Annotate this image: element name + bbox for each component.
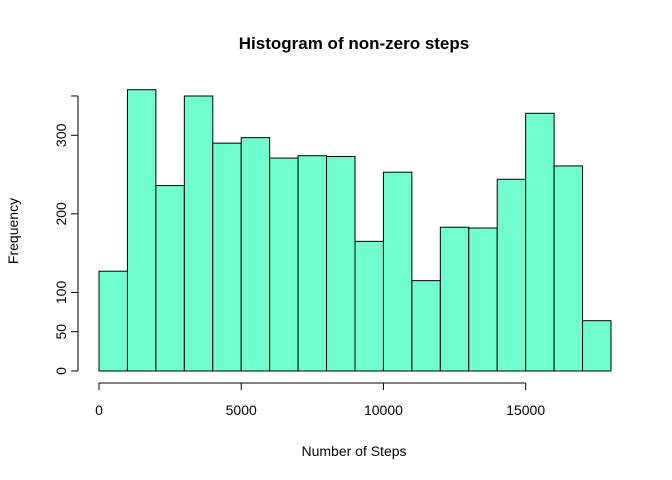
histogram-bar-17 — [582, 320, 612, 372]
histogram-bar-11 — [411, 280, 441, 372]
y-tick-label-0: 0 — [53, 367, 69, 375]
x-axis: 0 5000 10000 15000 — [95, 382, 545, 418]
histogram-bar-16 — [553, 165, 584, 372]
x-tick-label-0: 0 — [95, 402, 103, 418]
histogram-bar-14 — [496, 178, 527, 372]
y-tick-label-4: 300 — [53, 123, 69, 147]
x-tick-label-1: 5000 — [226, 402, 257, 418]
histogram-bar-15 — [525, 112, 555, 372]
histogram-bar-13 — [468, 227, 498, 372]
histogram-bar-6 — [269, 157, 299, 372]
x-axis-label: Number of Steps — [301, 443, 406, 459]
y-tick-label-2: 100 — [53, 281, 69, 305]
histogram-bar-0 — [98, 270, 128, 372]
y-axis: 0 50 100 200 300 — [53, 95, 79, 375]
y-tick-label-3: 200 — [53, 202, 69, 226]
chart-title: Histogram of non-zero steps — [239, 34, 469, 53]
y-axis-label: Frequency — [5, 198, 21, 264]
x-tick-label-2: 10000 — [364, 402, 403, 418]
histogram-bar-5 — [240, 137, 271, 372]
histogram-bar-7 — [297, 155, 328, 372]
histogram-bar-2 — [155, 185, 185, 372]
x-tick-label-3: 15000 — [506, 402, 545, 418]
histogram-bar-9 — [354, 240, 384, 372]
histogram-bar-1 — [126, 89, 157, 372]
histogram-bar-3 — [183, 95, 214, 372]
histogram-bar-8 — [326, 156, 356, 372]
bars-group — [98, 89, 612, 372]
histogram-bar-10 — [382, 171, 413, 372]
y-tick-label-1: 50 — [53, 324, 69, 340]
histogram-bar-12 — [439, 226, 470, 372]
histogram-bar-4 — [212, 142, 242, 372]
